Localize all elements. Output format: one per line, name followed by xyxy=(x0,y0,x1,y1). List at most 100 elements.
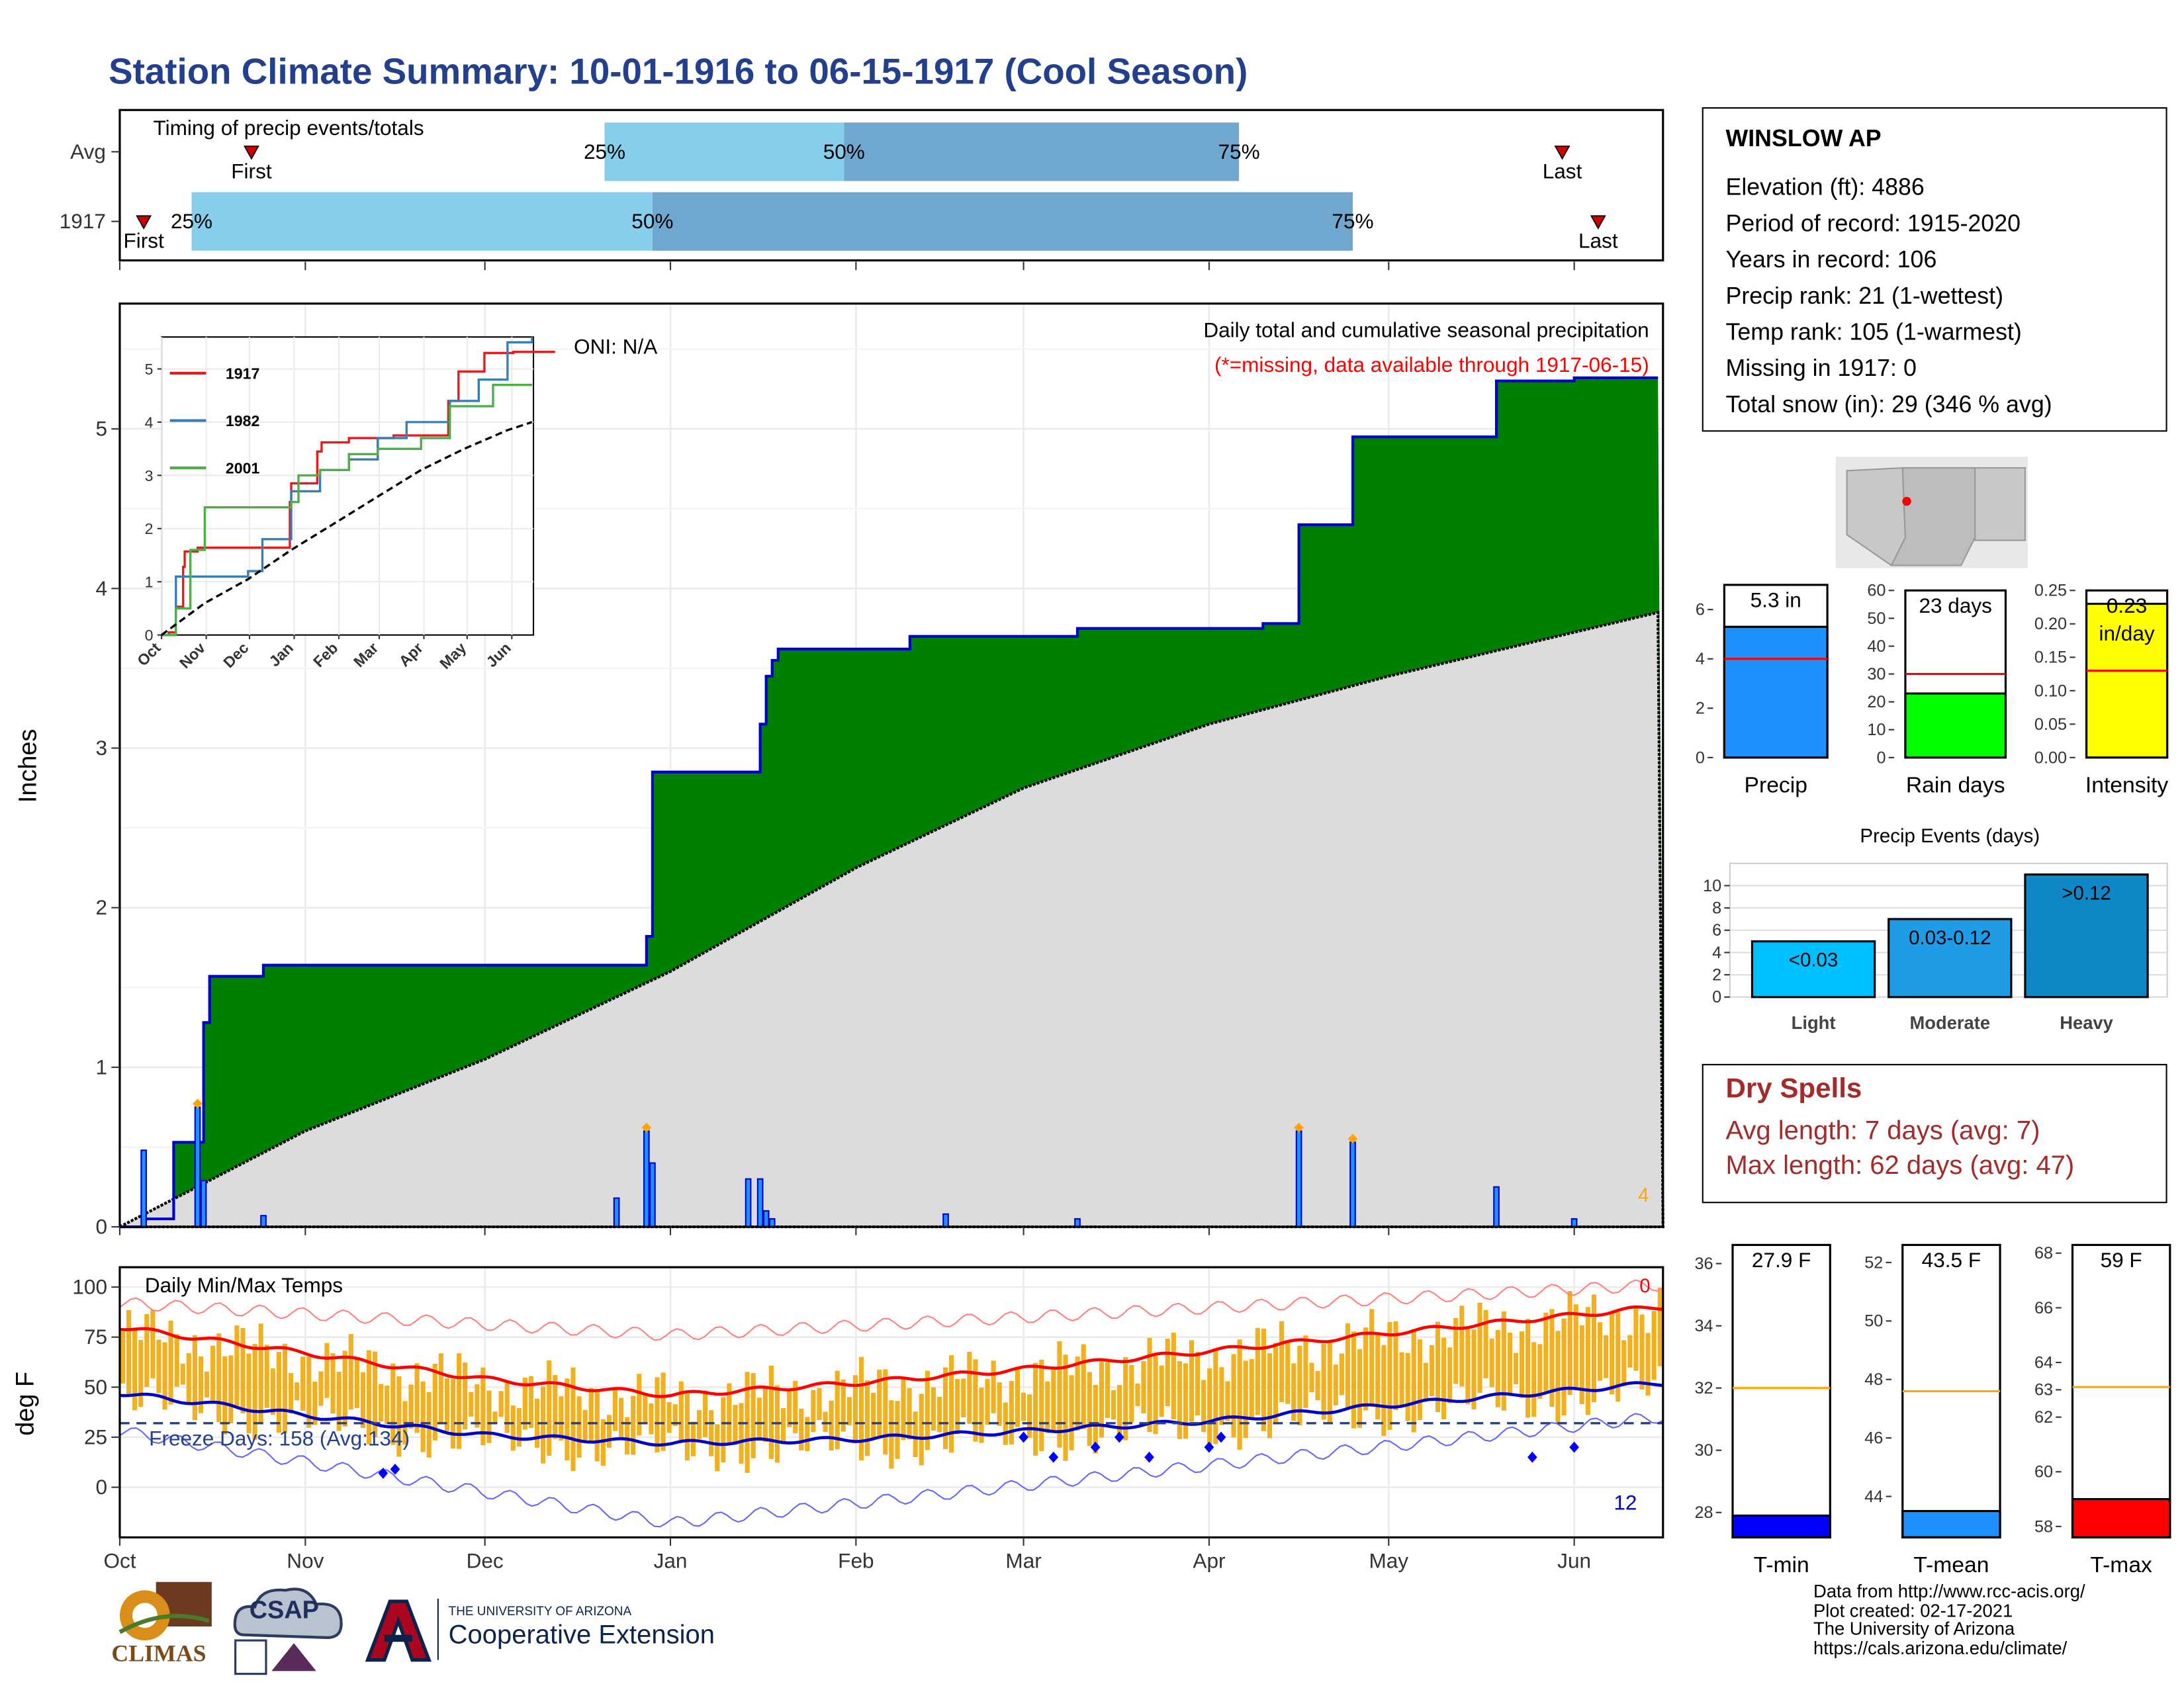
daily-temp-bar xyxy=(631,1396,636,1455)
record-low-marker xyxy=(1527,1451,1537,1463)
daily-temp-bar xyxy=(588,1388,594,1444)
daily-temp-bar xyxy=(762,1387,768,1442)
timing-bar-50-75 xyxy=(652,192,1353,251)
daily-temp-bar xyxy=(475,1384,480,1428)
daily-temp-bar xyxy=(300,1356,306,1411)
daily-temp-bar xyxy=(138,1340,144,1407)
daily-temp-bar xyxy=(780,1408,786,1444)
precip-summary-frame xyxy=(1723,584,1829,759)
daily-temp-bar xyxy=(162,1342,167,1410)
y-tick-label: 34 xyxy=(1694,1317,1713,1335)
daily-temp-bar xyxy=(619,1398,624,1438)
y-tick-label: 2 xyxy=(1712,966,1721,985)
daily-temp-bar xyxy=(246,1353,251,1434)
temp-max-summary-bg xyxy=(2061,1245,2181,1538)
daily-temp-bar xyxy=(1075,1356,1080,1431)
y-tick-label: 4 xyxy=(1696,650,1705,668)
daily-temp-bar xyxy=(901,1377,906,1441)
daily-temp-bar xyxy=(1087,1372,1092,1446)
temp-ylabel: deg F xyxy=(12,1372,40,1436)
y-tick-label: 0 xyxy=(95,1475,107,1499)
y-tick-label: 30 xyxy=(1694,1441,1713,1460)
inset-series-line xyxy=(161,351,555,637)
daily-temp-bar xyxy=(727,1383,732,1445)
y-tick-label: 0.25 xyxy=(2034,582,2067,600)
daily-temp-bar xyxy=(234,1325,240,1408)
temp-title: Daily Min/Max Temps xyxy=(145,1273,343,1297)
daily-temp-bar xyxy=(1507,1332,1512,1394)
intensity-summary-value-label: in/day xyxy=(2099,621,2154,645)
locator-map xyxy=(1835,457,2028,568)
daily-temp-bar xyxy=(709,1410,714,1456)
daily-temp-bar xyxy=(1477,1302,1482,1393)
daily-temp-bar xyxy=(504,1380,510,1433)
temp-chart: 0 25 50 75 100 Oct Nov Dec Jan Feb Mar Apr May Jun D… xyxy=(12,1266,1664,1573)
daily-temp-bar xyxy=(913,1411,918,1457)
station-info-line: Period of record: 1915-2020 xyxy=(1725,210,2021,237)
csap-logo: CSAP xyxy=(230,1579,349,1680)
inset-y-tick-label: 0 xyxy=(145,627,154,644)
daily-temp-bar xyxy=(1327,1341,1332,1423)
daily-temp-bar xyxy=(787,1390,792,1427)
daily-temp-bar xyxy=(120,1331,126,1384)
daily-temp-bar xyxy=(846,1397,852,1426)
x-tick-label: May xyxy=(1369,1549,1408,1573)
daily-temp-bar xyxy=(606,1415,612,1448)
daily-temp-bar xyxy=(1243,1360,1248,1439)
temp-min-summary-bar xyxy=(1731,1514,1831,1538)
daily-temp-bar xyxy=(342,1351,347,1427)
daily-temp-bar xyxy=(390,1363,396,1445)
credit-line: The University of Arizona xyxy=(1813,1618,2015,1639)
daily-temp-bar xyxy=(1393,1321,1398,1411)
credit-line: Data from http://www.rcc-acis.org/ xyxy=(1813,1580,2085,1602)
daily-temp-bar xyxy=(1525,1319,1531,1418)
daily-temp-bar xyxy=(1465,1329,1471,1405)
daily-temp-bar xyxy=(414,1363,420,1433)
dry-spells-max: Max length: 62 days (avg: 47) xyxy=(1725,1151,2075,1181)
daily-temp-bar xyxy=(1117,1385,1122,1437)
timing-25-label: 25% xyxy=(584,140,625,163)
y-tick-label: 50 xyxy=(1867,609,1886,628)
daily-temp-bar xyxy=(979,1388,984,1443)
daily-temp-bar xyxy=(1375,1332,1381,1420)
daily-temp-bar xyxy=(463,1362,468,1430)
daily-temp-bar xyxy=(1585,1307,1590,1415)
precip-ylabel: Inches xyxy=(15,729,42,803)
credits: Data from http://www.rcc-acis.org/ Plot … xyxy=(1813,1582,2085,1658)
daily-temp-bar xyxy=(288,1372,294,1414)
daily-temp-bar xyxy=(1423,1362,1428,1399)
last-event-marker xyxy=(1554,146,1570,160)
daily-temp-bar xyxy=(498,1391,504,1417)
daily-temp-bar xyxy=(1045,1381,1050,1433)
precip-panel-subtitle: (*=missing, data available through 1917-… xyxy=(1214,353,1649,377)
daily-temp-bar xyxy=(1237,1339,1242,1450)
daily-temp-bar xyxy=(1441,1337,1447,1419)
timing-row-label: Avg xyxy=(70,140,106,163)
csap-wordmark: CSAP xyxy=(249,1595,319,1624)
daily-temp-bar xyxy=(877,1369,882,1437)
y-tick-label: 0 xyxy=(1696,748,1705,767)
daily-temp-bar xyxy=(1555,1331,1561,1423)
y-tick-label: 63 xyxy=(2034,1381,2053,1399)
daily-temp-bar xyxy=(955,1378,960,1435)
oni-label: ONI: N/A xyxy=(574,335,657,359)
daily-temp-bar xyxy=(1321,1343,1326,1420)
daily-temp-bar xyxy=(756,1398,762,1440)
daily-temp-bar xyxy=(696,1409,702,1439)
precip-summary-label: Precip xyxy=(1745,773,1807,797)
daily-temp-bar xyxy=(1531,1342,1537,1417)
y-tick-label: 60 xyxy=(2034,1463,2053,1482)
daily-temp-bar xyxy=(528,1376,534,1429)
daily-temp-bar xyxy=(1057,1341,1062,1448)
daily-temp-bar xyxy=(270,1368,275,1415)
daily-temp-bar xyxy=(1147,1337,1152,1433)
x-tick-label: Jun xyxy=(1557,1549,1591,1573)
daily-temp-bar xyxy=(126,1310,132,1394)
y-tick-label: 25 xyxy=(84,1425,107,1448)
temp-min-summary-frame xyxy=(1731,1243,1831,1538)
daily-temp-bar xyxy=(1447,1347,1453,1403)
events-bar-label: 0.03-0.12 xyxy=(1909,927,1991,949)
daily-temp-bar xyxy=(1381,1345,1387,1437)
x-tick-label: Feb xyxy=(838,1549,874,1573)
daily-temp-bar xyxy=(637,1374,642,1436)
